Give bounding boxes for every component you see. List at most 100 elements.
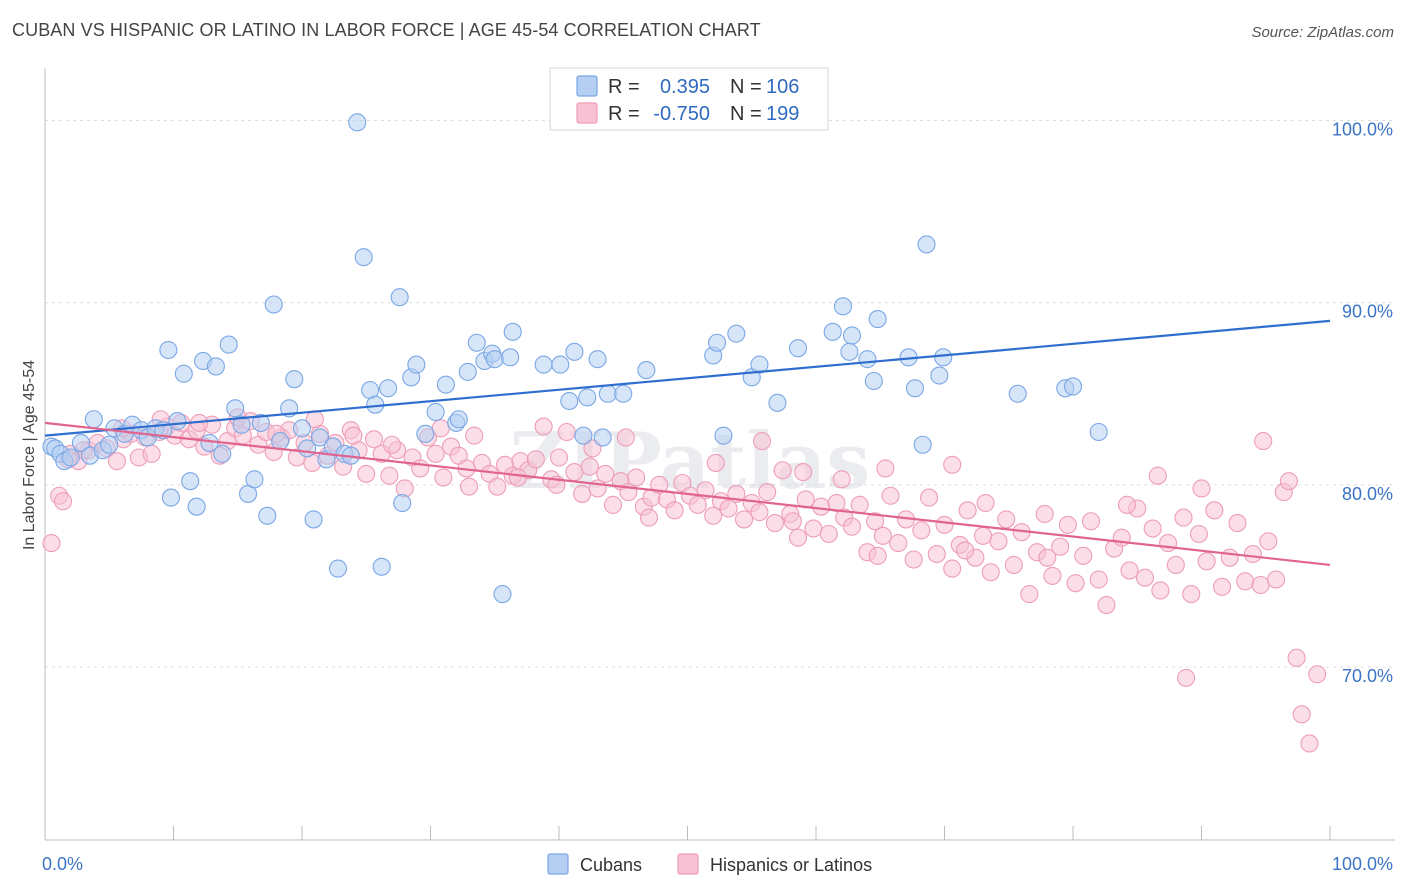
point-hispanics-124: [997, 510, 1016, 529]
point-cubans-41: [310, 428, 330, 447]
point-hispanics-173: [832, 470, 851, 489]
gridlines: [45, 120, 1395, 668]
point-hispanics-161: [1279, 472, 1298, 491]
point-hispanics-152: [1213, 577, 1232, 596]
point-cubans-54: [393, 493, 412, 513]
point-hispanics-94: [765, 514, 784, 533]
point-cubans-87: [768, 393, 787, 412]
trend-lines: [44, 319, 1331, 567]
point-hispanics-0: [42, 534, 61, 553]
point-hispanics-134: [1074, 546, 1093, 565]
point-hispanics-165: [1308, 665, 1327, 684]
point-hispanics-176: [616, 428, 635, 447]
point-hispanics-157: [1251, 575, 1270, 595]
point-cubans-99: [917, 235, 936, 254]
y-tick-label-0: 100.0%: [1332, 120, 1393, 140]
point-cubans-32: [251, 413, 270, 432]
point-hispanics-167: [1148, 466, 1167, 485]
point-hispanics-156: [1243, 544, 1262, 564]
point-hispanics-72: [596, 464, 615, 483]
point-hispanics-86: [704, 506, 723, 525]
point-hispanics-147: [1174, 508, 1193, 527]
point-hispanics-99: [804, 519, 823, 538]
point-cubans-47: [348, 113, 367, 132]
point-cubans-88: [788, 339, 808, 358]
point-hispanics-170: [876, 459, 895, 478]
point-hispanics-143: [1143, 519, 1162, 538]
point-cubans-58: [426, 402, 445, 422]
point-hispanics-181: [344, 426, 363, 445]
point-cubans-34: [264, 295, 283, 314]
point-hispanics-131: [1051, 537, 1070, 556]
point-hispanics-107: [866, 512, 885, 531]
point-hispanics-66: [549, 448, 569, 467]
point-cubans-104: [1063, 377, 1083, 396]
point-cubans-86: [750, 355, 769, 374]
point-cubans-84: [727, 324, 746, 343]
point-hispanics-158: [1259, 532, 1278, 551]
point-hispanics-123: [989, 532, 1008, 551]
point-hispanics-169: [1192, 479, 1211, 498]
point-cubans-20: [174, 364, 193, 383]
point-hispanics-115: [927, 544, 946, 564]
point-cubans-26: [213, 444, 232, 463]
legend-swatch-cubans: [576, 75, 598, 97]
point-cubans-92: [842, 326, 862, 345]
point-cubans-97: [905, 379, 924, 398]
point-cubans-4: [61, 448, 80, 467]
point-cubans-28: [226, 399, 245, 418]
point-hispanics-129: [1035, 504, 1054, 524]
point-cubans-31: [245, 470, 264, 489]
point-cubans-21: [181, 472, 200, 491]
point-hispanics-95: [773, 461, 792, 480]
point-hispanics-148: [1182, 585, 1201, 604]
point-cubans-72: [560, 391, 579, 411]
point-hispanics-150: [1197, 552, 1216, 571]
bottom-legend-swatch-hispanics: [677, 853, 699, 875]
trend-line-hispanics: [44, 421, 1331, 567]
point-cubans-105: [1089, 422, 1108, 442]
point-cubans-25: [206, 357, 225, 376]
point-hispanics-88: [719, 499, 738, 518]
point-hispanics-194: [783, 512, 802, 531]
point-cubans-17: [159, 340, 178, 360]
point-cubans-68: [501, 348, 520, 367]
point-hispanics-97: [788, 528, 808, 547]
point-hispanics-155: [1236, 572, 1255, 591]
point-cubans-9: [100, 435, 119, 454]
y-tick-label-2: 80.0%: [1342, 484, 1393, 504]
point-hispanics-79: [650, 475, 669, 494]
bottom-legend: Cubans Hispanics or Latinos: [547, 853, 872, 875]
legend-n-value-hispanics: 199: [766, 103, 799, 125]
point-hispanics-105: [850, 495, 869, 514]
legend: R = 0.395 N = 106 R = -0.750 N = 199: [549, 67, 829, 131]
point-hispanics-133: [1066, 574, 1085, 593]
point-hispanics-130: [1043, 566, 1062, 585]
point-hispanics-172: [976, 493, 995, 513]
point-cubans-100: [930, 366, 949, 385]
point-cubans-48: [354, 248, 373, 267]
trend-line-cubans: [44, 319, 1331, 437]
point-cubans-22: [187, 497, 206, 516]
point-hispanics-41: [357, 464, 376, 483]
legend-r-value-cubans: 0.395: [660, 76, 710, 98]
point-cubans-61: [449, 410, 468, 429]
point-cubans-51: [372, 557, 391, 576]
point-hispanics-192: [639, 508, 659, 527]
point-hispanics-180: [382, 435, 402, 454]
point-cubans-95: [868, 310, 887, 329]
point-hispanics-149: [1189, 524, 1208, 544]
point-hispanics-84: [688, 495, 707, 514]
point-cubans-35: [271, 432, 290, 451]
point-hispanics-13: [142, 444, 161, 463]
point-hispanics-137: [1097, 595, 1116, 615]
point-hispanics-159: [1266, 570, 1286, 589]
point-cubans-80: [637, 361, 656, 380]
point-hispanics-136: [1089, 570, 1108, 589]
x-tick-label-0: 0.0%: [42, 854, 83, 874]
point-cubans-90: [833, 297, 853, 316]
point-hispanics-114: [920, 488, 939, 507]
point-hispanics-101: [819, 524, 838, 544]
point-hispanics-125: [1004, 555, 1023, 575]
